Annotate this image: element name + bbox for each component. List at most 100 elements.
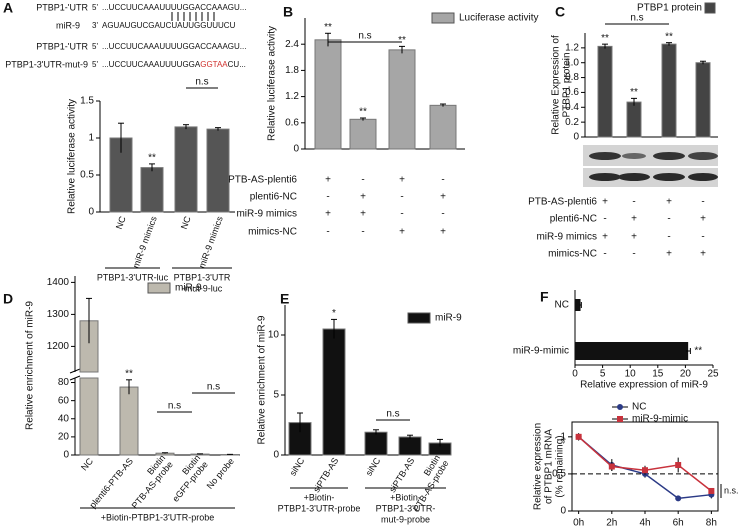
y-tick-label: 0.6 xyxy=(285,117,299,128)
legend-swatch xyxy=(431,12,455,24)
x-tick-label: 0h xyxy=(573,518,584,529)
bar xyxy=(575,299,581,311)
group-label: PTBP1-3'UTR xyxy=(174,272,231,282)
pairing-lines xyxy=(171,12,215,21)
point xyxy=(575,433,582,440)
y-tick-label: NC xyxy=(555,300,569,311)
condition-label: miR-9 mimics xyxy=(536,232,597,243)
condition-sign: + xyxy=(360,192,366,203)
panel-letter: D xyxy=(3,291,13,307)
condition-sign: + xyxy=(399,175,405,186)
x-tick-label: 20 xyxy=(680,369,692,380)
y-tick-label: 0 xyxy=(88,207,94,218)
sequence-name: PTBP1-3'UTR-mut-9 xyxy=(5,59,88,69)
condition-sign: - xyxy=(441,175,444,186)
comparison-label: n.s xyxy=(630,13,643,24)
legend-label: NC xyxy=(632,402,646,413)
condition-sign: + xyxy=(360,209,366,220)
series-line xyxy=(578,436,712,492)
sequence-end: 5' xyxy=(92,60,98,69)
sequence-part: ...UCCUUCAAAUUUUGGA xyxy=(102,60,201,69)
bar xyxy=(695,62,711,138)
x-tick-label: 4h xyxy=(639,518,650,529)
sequence: AGUAUGUCGAUCUAUUGGUUUCU xyxy=(102,21,236,30)
x-tick-label: plenti6-PTB-AS xyxy=(88,456,136,510)
condition-sign: - xyxy=(400,209,403,220)
group-label: -mut-9-luc xyxy=(182,283,223,293)
bar xyxy=(661,43,677,138)
significance: ** xyxy=(148,153,156,164)
y-tick-label: 0.6 xyxy=(565,87,579,98)
bar xyxy=(79,377,99,456)
y-tick-label: 0.5 xyxy=(80,170,94,181)
sequence: ...UCCUUCAAAUUUUGGAGGTAACU... xyxy=(102,60,246,69)
x-tick-label-line: siPTB-AS xyxy=(388,456,417,494)
condition-sign: + xyxy=(666,249,672,260)
group-label: mut-9-probe xyxy=(381,514,430,524)
y-tick-label: 1 xyxy=(560,431,566,442)
x-tick-label-line: siPTB-AS xyxy=(312,456,341,494)
x-tick-label: 25 xyxy=(707,369,719,380)
point xyxy=(642,467,648,474)
y-tick-label: 1300 xyxy=(47,309,70,320)
y-tick-label: miR-9-mimic xyxy=(513,346,569,357)
significance: ** xyxy=(601,33,609,44)
group-label: PTBP1-3'UTR-luc xyxy=(97,272,169,282)
y-tick-label: 0.5 xyxy=(552,469,566,480)
bar xyxy=(349,118,377,150)
condition-sign: + xyxy=(440,227,446,238)
y-tick-label: 0.4 xyxy=(565,102,579,113)
panel-letter: A xyxy=(3,0,13,16)
comparison-label: n.s xyxy=(168,401,181,412)
y-tick-label: 1.5 xyxy=(80,96,94,107)
y-tick-label: 10 xyxy=(268,330,280,341)
x-tick-label: BiotineGFP-probe xyxy=(163,453,210,504)
legend-label: miR-9 xyxy=(175,283,202,294)
condition-label: miR-9 mimics xyxy=(236,209,297,220)
condition-sign: - xyxy=(632,249,635,260)
bar xyxy=(364,431,388,456)
x-tick-label-line: NC xyxy=(79,456,95,473)
sequence: ...UCCUUCAAAUUUUGGACCAAAGU... xyxy=(102,3,246,12)
y-tick-label: 80 xyxy=(58,377,70,388)
condition-sign: - xyxy=(603,249,606,260)
bar xyxy=(140,167,164,213)
condition-sign: + xyxy=(325,175,331,186)
y-axis-label: Relative enrichment of miR-9 xyxy=(257,315,268,444)
y-tick-label: 1 xyxy=(88,133,94,144)
y-tick-label: 60 xyxy=(58,395,70,406)
significance: ** xyxy=(398,35,406,46)
sequence-name: PTBP1-'UTR xyxy=(36,2,88,12)
condition-sign: - xyxy=(400,192,403,203)
x-tick-label: 8h xyxy=(706,518,717,529)
y-tick-label: 1.2 xyxy=(565,42,579,53)
condition-sign: - xyxy=(361,227,364,238)
y-tick-label: 1.2 xyxy=(285,91,299,102)
x-tick-label: siPTB-AS xyxy=(312,456,341,494)
y-tick-label: 1.0 xyxy=(565,57,579,68)
condition-sign: - xyxy=(441,209,444,220)
condition-label: mimics-NC xyxy=(248,227,297,238)
condition-label: PTB-AS-plenti6 xyxy=(228,175,297,186)
y-tick-label: 20 xyxy=(58,432,70,443)
comparison-label: n.s xyxy=(358,31,371,42)
condition-label: plenti6-NC xyxy=(250,192,297,203)
group-label: +Biotin-PTBP1-3'UTR-probe xyxy=(101,512,215,522)
x-tick-label: siNC xyxy=(364,456,383,478)
point xyxy=(675,462,682,469)
point xyxy=(708,487,715,494)
x-tick-label: 2h xyxy=(606,518,617,529)
panel-letter: F xyxy=(540,289,549,305)
x-tick-label-line: plenti6-PTB-AS xyxy=(88,456,136,510)
sequence-end: 5' xyxy=(92,3,98,12)
comparison-label: n.s. xyxy=(724,485,739,495)
legend-swatch xyxy=(147,282,171,294)
legend-marker xyxy=(617,404,623,410)
legend-label: miR-9-mimic xyxy=(632,414,688,425)
condition-label: PTB-AS-plenti6 xyxy=(528,197,597,208)
y-tick-label: 0 xyxy=(573,132,579,143)
bar xyxy=(206,128,230,213)
significance: ** xyxy=(125,368,133,379)
y-tick-label: 0 xyxy=(63,450,69,461)
condition-sign: + xyxy=(631,214,637,225)
